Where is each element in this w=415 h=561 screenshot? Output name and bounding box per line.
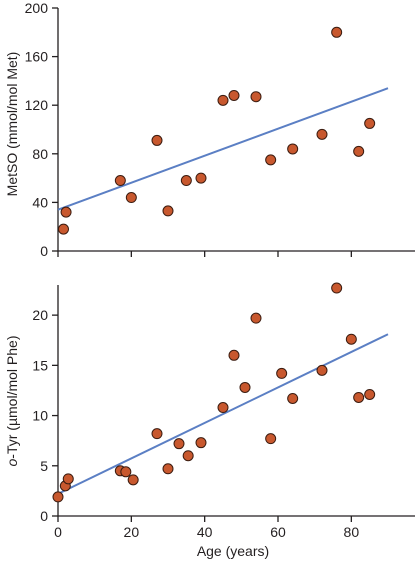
- otyr-x-tick-label: 80: [344, 524, 360, 540]
- metso-data-point: [364, 117, 376, 129]
- metso-data-point: [217, 94, 229, 106]
- otyr-data-point: [228, 349, 240, 361]
- metso-data-point: [151, 134, 163, 146]
- metso-data-point: [162, 205, 174, 217]
- otyr-y-axis-title-italic: o: [4, 459, 20, 467]
- otyr-y-tick-label: 0: [40, 508, 48, 524]
- otyr-y-tick-label: 20: [32, 307, 48, 323]
- otyr-data-point: [364, 388, 376, 400]
- metso-y-tick-label: 160: [25, 49, 49, 65]
- otyr-data-point: [331, 282, 343, 294]
- metso-y-tick-label: 80: [32, 146, 48, 162]
- metso-data-point: [58, 223, 69, 235]
- metso-y-tick-label: 40: [32, 194, 48, 210]
- otyr-y-axis-title-rest: -Tyr (µmol/mol Phe): [4, 336, 20, 459]
- otyr-x-ticks: 0 20 40 60 80: [54, 516, 359, 540]
- otyr-data-point: [345, 333, 357, 345]
- otyr-y-tick-label: 15: [32, 357, 48, 373]
- metso-data-point: [250, 91, 262, 103]
- metso-trend-line-group: [57, 87, 389, 211]
- metso-y-tick-label: 0: [40, 243, 48, 259]
- metso-y-axis-title: MetSO (mmol/mol Met): [4, 52, 20, 197]
- otyr-trend-line: [57, 333, 389, 495]
- otyr-data-point: [316, 364, 328, 376]
- metso-data-point: [353, 145, 365, 157]
- otyr-data-point: [353, 391, 365, 403]
- metso-y-tick-label: 120: [25, 97, 49, 113]
- metso-data-point: [114, 175, 126, 187]
- otyr-y-axis-title: o-Tyr (µmol/mol Phe): [4, 336, 20, 467]
- metso-data-point: [195, 172, 207, 184]
- otyr-trend-line-group: [57, 333, 389, 495]
- metso-panel: MetSO (mmol/mol Met) 0 40 80 120 160 200: [4, 0, 415, 259]
- metso-data-point: [287, 143, 299, 155]
- otyr-data-point: [52, 491, 64, 503]
- metso-data-point: [316, 128, 328, 140]
- metso-data-point: [180, 175, 192, 187]
- metso-data-point: [331, 26, 343, 38]
- metso-y-ticks: 0 40 80 120 160 200: [25, 0, 58, 259]
- otyr-data-point: [195, 437, 207, 449]
- otyr-x-tick-label: 60: [270, 524, 286, 540]
- otyr-data-point: [276, 367, 288, 379]
- otyr-y-ticks: 0 5 10 15 20: [32, 307, 58, 524]
- otyr-data-point: [151, 428, 163, 440]
- otyr-data-point: [62, 473, 74, 485]
- otyr-data-point: [182, 450, 194, 462]
- otyr-points: [52, 282, 376, 503]
- otyr-y-tick-label: 5: [40, 458, 48, 474]
- otyr-x-tick-label: 20: [124, 524, 140, 540]
- otyr-data-point: [120, 466, 132, 478]
- otyr-data-point: [127, 474, 139, 486]
- otyr-data-point: [173, 438, 185, 450]
- x-axis-title: Age (years): [197, 543, 269, 559]
- metso-data-point: [228, 89, 240, 101]
- metso-x-ticks: [57, 251, 352, 257]
- metso-data-point: [60, 206, 72, 218]
- metso-y-tick-label: 200: [25, 0, 49, 16]
- otyr-x-tick-label: 40: [197, 524, 213, 540]
- otyr-data-point: [250, 312, 262, 324]
- otyr-axes: [57, 285, 415, 517]
- otyr-data-point: [162, 463, 174, 475]
- metso-trend-line: [57, 87, 389, 211]
- otyr-data-point: [265, 433, 277, 445]
- metso-axes: [57, 8, 415, 252]
- metso-data-point: [125, 192, 137, 204]
- otyr-y-tick-label: 10: [32, 408, 48, 424]
- metso-data-point: [265, 154, 277, 166]
- otyr-x-tick-label: 0: [54, 524, 62, 540]
- otyr-data-point: [239, 381, 251, 393]
- metso-points: [58, 26, 376, 235]
- otyr-data-point: [287, 392, 299, 404]
- otyr-data-point: [217, 402, 229, 414]
